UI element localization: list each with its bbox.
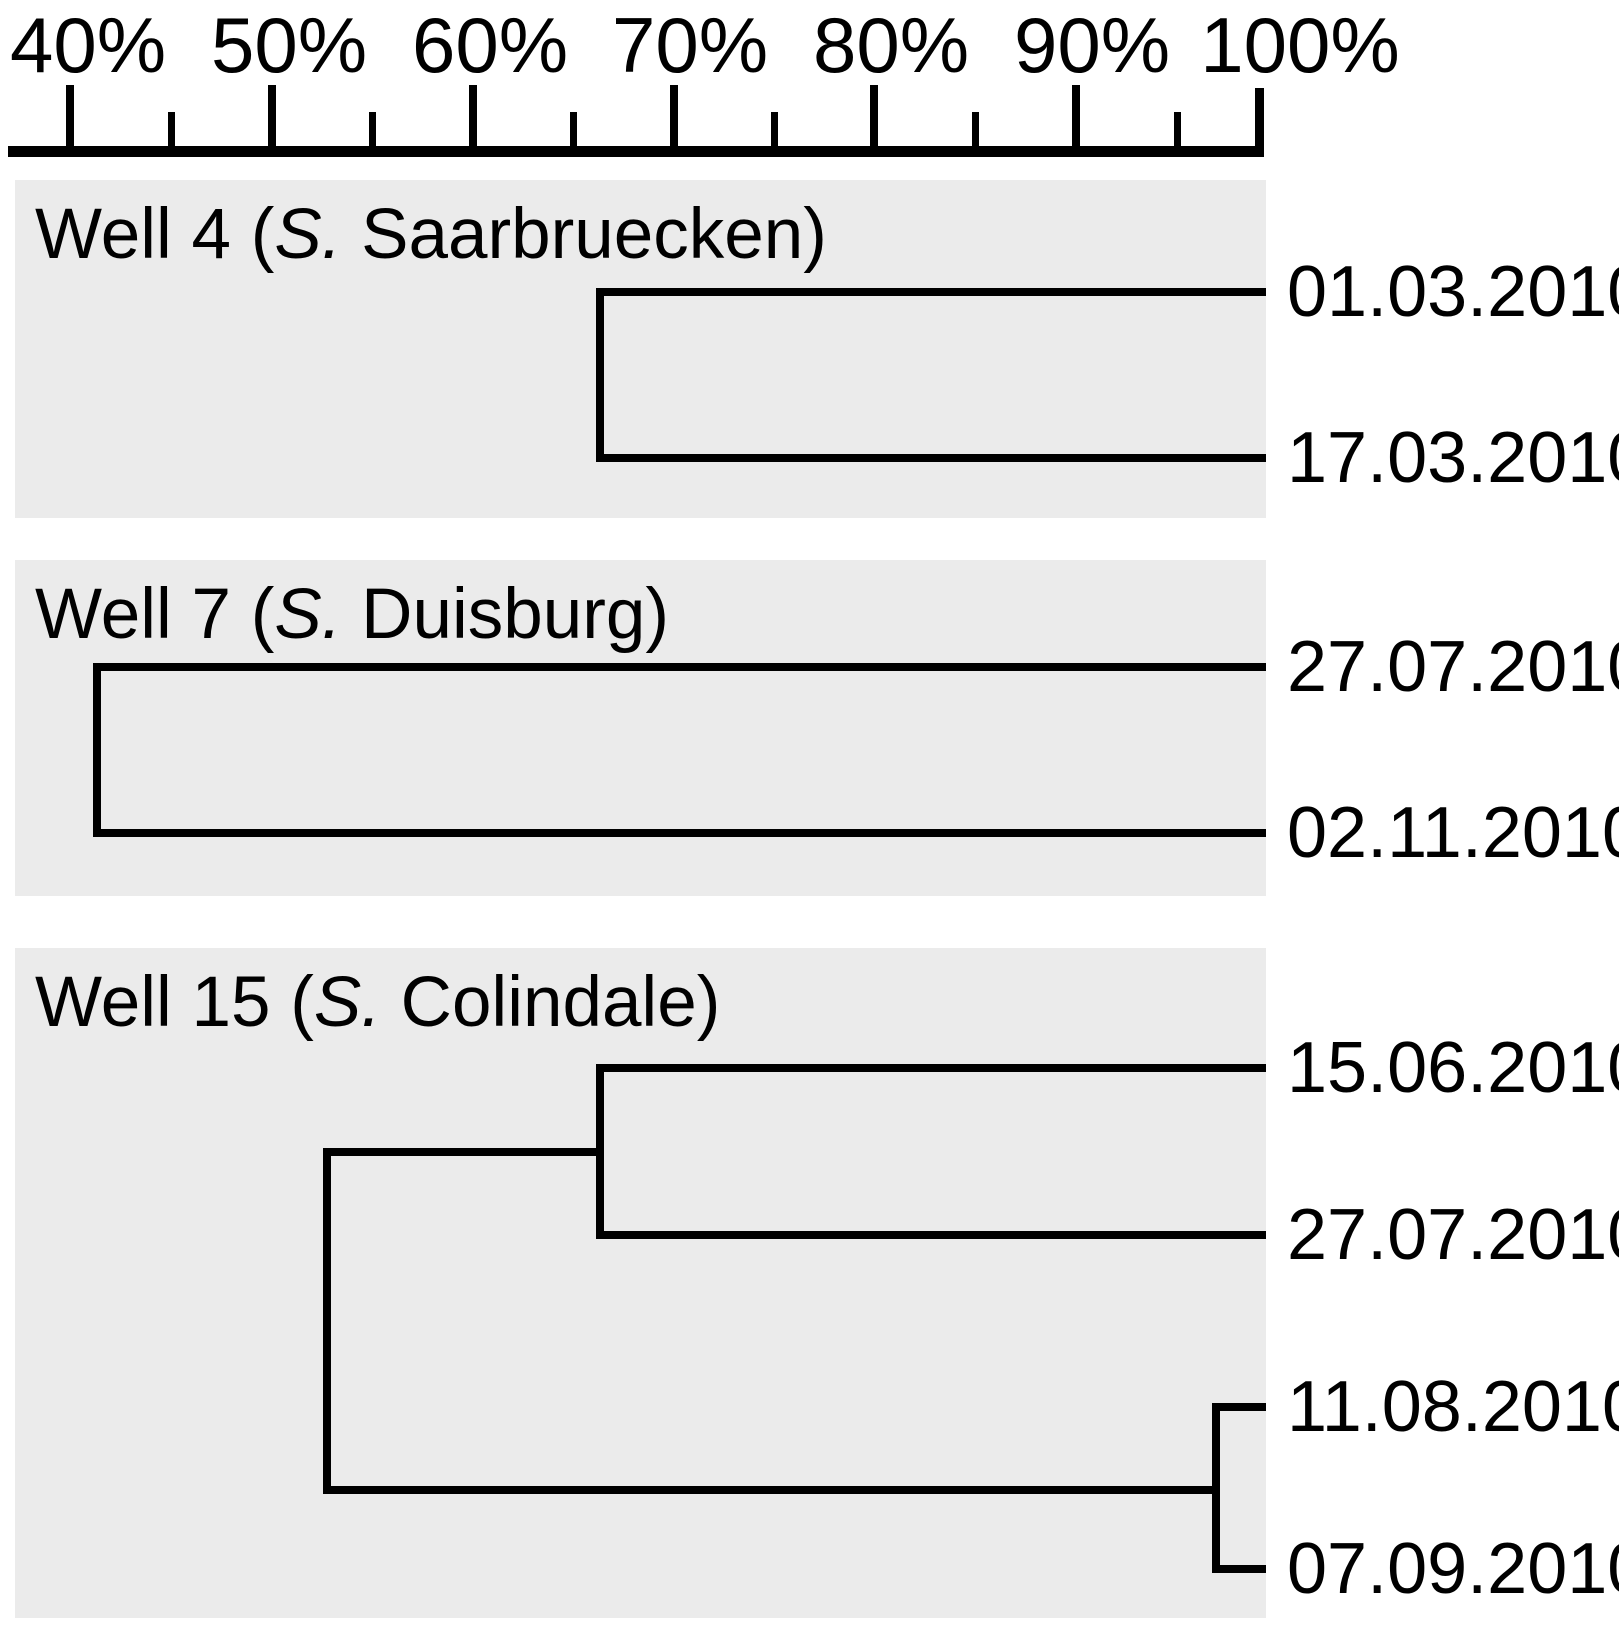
panel-title-text: Duisburg) [341, 575, 669, 654]
leaf-label: 17.03.2010 [1287, 418, 1619, 498]
panel-title-text: Well 4 ( [35, 195, 275, 274]
dendrogram-branch [600, 288, 1266, 296]
leaf-label: 27.07.2010 [1287, 1195, 1619, 1275]
dendrogram-node [596, 288, 604, 462]
panel-title-text: Colindale) [380, 963, 721, 1042]
dendrogram-branch [1212, 1565, 1266, 1573]
panel-title: Well 7 (S. Duisburg) [35, 574, 669, 656]
axis-major-tick [469, 85, 477, 157]
axis-major-tick [66, 85, 74, 157]
dendrogram-branch [97, 663, 1266, 671]
axis-minor-tick [972, 112, 979, 157]
dendrogram-node [323, 1148, 331, 1494]
leaf-label: 02.11.2010 [1287, 793, 1619, 873]
serovar-abbreviation: S. [313, 963, 381, 1042]
axis-tick-label: 50% [210, 1, 368, 89]
dendrogram-branch [600, 1064, 1266, 1072]
dendrogram-branch [323, 1148, 604, 1156]
leaf-label: 07.09.2010 [1287, 1529, 1619, 1609]
panel-title-text: Saarbruecken) [341, 195, 827, 274]
serovar-abbreviation: S. [274, 575, 342, 654]
axis-major-tick [1072, 85, 1080, 157]
leaf-label: 11.08.2010 [1287, 1367, 1619, 1447]
dendrogram-branch [97, 829, 1266, 837]
axis-major-tick [268, 85, 276, 157]
axis-major-tick [670, 85, 678, 157]
leaf-label: 01.03.2010 [1287, 252, 1619, 332]
axis-minor-tick [570, 112, 577, 157]
axis-minor-tick [369, 112, 376, 157]
axis-minor-tick [771, 112, 778, 157]
axis-tick-label: 40% [9, 1, 167, 89]
axis-major-tick [870, 85, 878, 157]
axis-tick-label: 100% [1200, 1, 1400, 89]
panel-title-text: Well 7 ( [35, 575, 275, 654]
dendrogram-branch [323, 1486, 1220, 1494]
leaf-label: 15.06.2010 [1287, 1028, 1619, 1108]
dendrogram-branch [600, 454, 1266, 462]
axis-tick-label: 60% [411, 1, 569, 89]
axis-tick-label: 80% [812, 1, 970, 89]
panel-title: Well 4 (S. Saarbruecken) [35, 194, 827, 276]
dendrogram-branch [1212, 1403, 1266, 1411]
axis-minor-tick [1174, 112, 1181, 157]
axis-tick-label: 90% [1013, 1, 1171, 89]
dendrogram-node [1212, 1403, 1220, 1573]
dendrogram-branch [600, 1231, 1266, 1239]
panel-well-15: Well 15 (S. Colindale) [15, 948, 1266, 1618]
axis-minor-tick [168, 112, 175, 157]
axis-major-tick [1255, 88, 1264, 157]
panel-title-text: Well 15 ( [35, 963, 314, 1042]
leaf-label: 27.07.2010 [1287, 627, 1619, 707]
panel-title: Well 15 (S. Colindale) [35, 962, 720, 1044]
axis-tick-label: 70% [611, 1, 769, 89]
axis-line [8, 146, 1264, 157]
serovar-abbreviation: S. [274, 195, 342, 274]
panel-well-7: Well 7 (S. Duisburg) [15, 560, 1266, 896]
dendrogram-node [93, 663, 101, 837]
panel-well-4: Well 4 (S. Saarbruecken) [15, 180, 1266, 518]
